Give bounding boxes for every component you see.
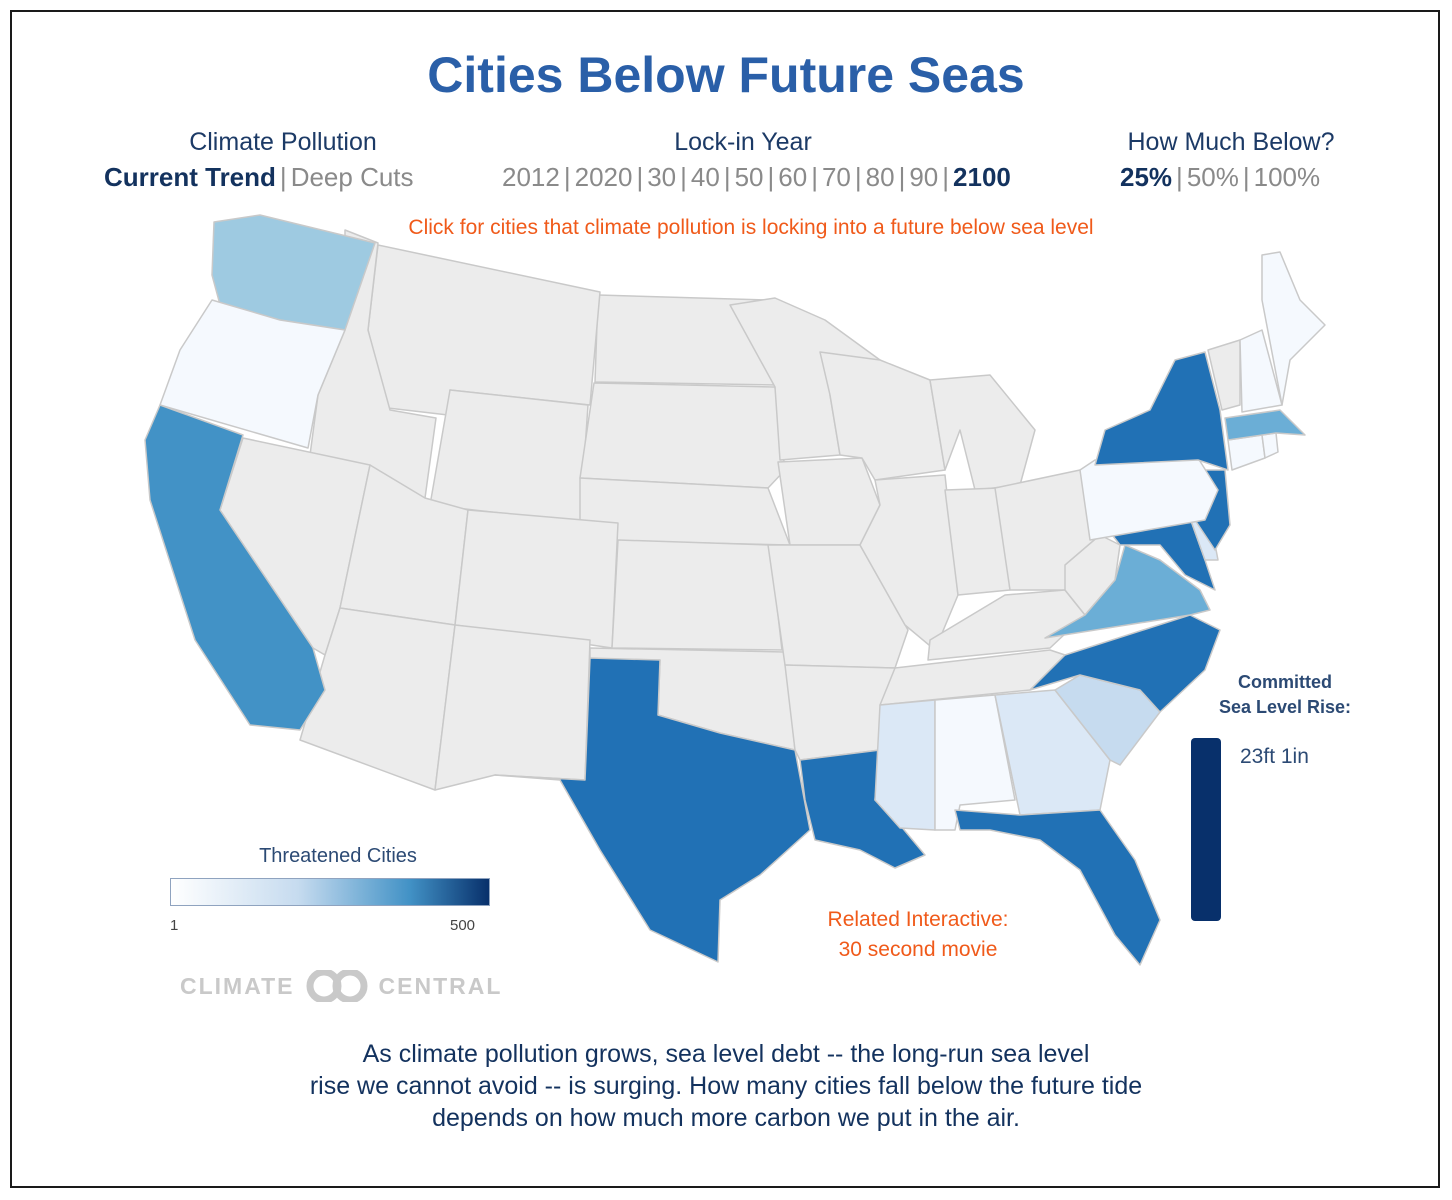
lockin-year-selector: 2012 | 2020 | 30 | 40 | 50 | 60 | 70 | 80 | 90 | 2100 bbox=[502, 162, 1011, 193]
caption-line-3: depends on how much more carbon we put i… bbox=[432, 1104, 1020, 1132]
caption-line-1: As climate pollution grows, sea level de… bbox=[362, 1040, 1090, 1068]
separator: | bbox=[767, 162, 775, 192]
lockin-year-option-2012[interactable]: 2012 bbox=[502, 162, 560, 192]
page-title: Cities Below Future Seas bbox=[427, 47, 1025, 103]
below-option-50[interactable]: 50% bbox=[1186, 162, 1239, 192]
below-selector: 25% | 50% | 100% bbox=[1120, 162, 1320, 193]
lockin-year-option-80[interactable]: 80 bbox=[865, 162, 895, 192]
lockin-year-option-2100[interactable]: 2100 bbox=[953, 162, 1011, 192]
state-CT[interactable] bbox=[1227, 434, 1266, 471]
lockin-heading: Lock-in Year bbox=[674, 128, 812, 156]
state-MS[interactable] bbox=[874, 699, 936, 831]
separator: | bbox=[723, 162, 731, 192]
pollution-option-deep-cuts[interactable]: Deep Cuts bbox=[290, 162, 414, 192]
lockin-year-option-30[interactable]: 30 bbox=[647, 162, 677, 192]
committed-rise-title-line-2: Sea Level Rise: bbox=[1218, 697, 1352, 717]
separator: | bbox=[811, 162, 818, 192]
state-MT[interactable] bbox=[367, 244, 601, 416]
related-line-1: Related Interactive: bbox=[827, 908, 1009, 931]
separator: | bbox=[636, 162, 644, 192]
state-AZ[interactable] bbox=[299, 607, 456, 791]
state-WY[interactable] bbox=[429, 389, 589, 523]
state-OR[interactable] bbox=[159, 299, 346, 449]
legend-title: Threatened Cities bbox=[259, 845, 417, 867]
committed-rise-title: Committed Sea Level Rise: bbox=[1200, 670, 1370, 720]
caption: As climate pollution grows, sea level de… bbox=[0, 1038, 1452, 1134]
logo-text-left: CLIMATE bbox=[180, 972, 295, 999]
pollution-selector: Current Trend | Deep Cuts bbox=[104, 162, 414, 193]
state-NY[interactable] bbox=[1094, 351, 1229, 471]
separator: | bbox=[1242, 162, 1250, 192]
state-VT[interactable] bbox=[1207, 339, 1241, 411]
legend-min-label: 1 bbox=[170, 917, 179, 934]
lockin-year-option-70[interactable]: 70 bbox=[821, 162, 851, 192]
separator: | bbox=[898, 162, 906, 192]
state-NC[interactable] bbox=[1029, 614, 1221, 713]
state-FL[interactable] bbox=[954, 809, 1161, 966]
state-MA[interactable] bbox=[1224, 409, 1306, 441]
related-interactive-link[interactable]: Related Interactive: 30 second movie bbox=[788, 905, 1048, 965]
state-NM[interactable] bbox=[434, 624, 591, 791]
caption-line-2: rise we cannot avoid -- is surging. How … bbox=[309, 1072, 1143, 1100]
state-PA[interactable] bbox=[1079, 457, 1219, 541]
lockin-year-option-2020[interactable]: 2020 bbox=[574, 162, 633, 192]
committed-rise-value: 23ft 1in bbox=[1240, 745, 1309, 768]
state-RI[interactable] bbox=[1261, 432, 1279, 459]
pollution-heading: Climate Pollution bbox=[189, 128, 377, 156]
linked-rings-icon bbox=[306, 970, 368, 1002]
legend-max-label: 500 bbox=[450, 917, 476, 934]
committed-rise-title-line-1: Committed bbox=[1238, 672, 1332, 692]
committed-rise-bar bbox=[1191, 738, 1221, 921]
state-IA[interactable] bbox=[777, 457, 881, 546]
state-SD[interactable] bbox=[579, 382, 786, 489]
map-hint: Click for cities that climate pollution … bbox=[408, 216, 1094, 239]
separator: | bbox=[279, 162, 287, 192]
below-option-100[interactable]: 100% bbox=[1253, 162, 1321, 192]
separator: | bbox=[942, 162, 950, 192]
state-MI[interactable] bbox=[929, 374, 1036, 491]
lockin-year-option-40[interactable]: 40 bbox=[690, 162, 720, 192]
related-line-2: 30 second movie bbox=[838, 938, 998, 961]
lockin-year-option-60[interactable]: 60 bbox=[778, 162, 808, 192]
lockin-year-option-90[interactable]: 90 bbox=[909, 162, 939, 192]
state-MO[interactable] bbox=[767, 544, 909, 669]
separator: | bbox=[1176, 162, 1183, 192]
state-KS[interactable] bbox=[611, 539, 783, 651]
below-option-25[interactable]: 25% bbox=[1120, 162, 1173, 192]
climate-central-logo[interactable]: CLIMATE CENTRAL bbox=[180, 970, 502, 1002]
pollution-option-current-trend[interactable]: Current Trend bbox=[104, 162, 276, 192]
logo-text-right: CENTRAL bbox=[378, 972, 503, 999]
separator: | bbox=[563, 162, 571, 192]
separator: | bbox=[854, 162, 862, 192]
state-TX[interactable] bbox=[494, 657, 811, 963]
state-ME[interactable] bbox=[1261, 251, 1326, 406]
state-CA[interactable] bbox=[144, 404, 326, 731]
separator: | bbox=[680, 162, 687, 192]
state-GA[interactable] bbox=[994, 689, 1111, 816]
lockin-year-option-50[interactable]: 50 bbox=[734, 162, 764, 192]
legend-color-ramp bbox=[170, 878, 490, 906]
below-heading: How Much Below? bbox=[1127, 128, 1335, 156]
state-VA[interactable] bbox=[1044, 544, 1211, 639]
